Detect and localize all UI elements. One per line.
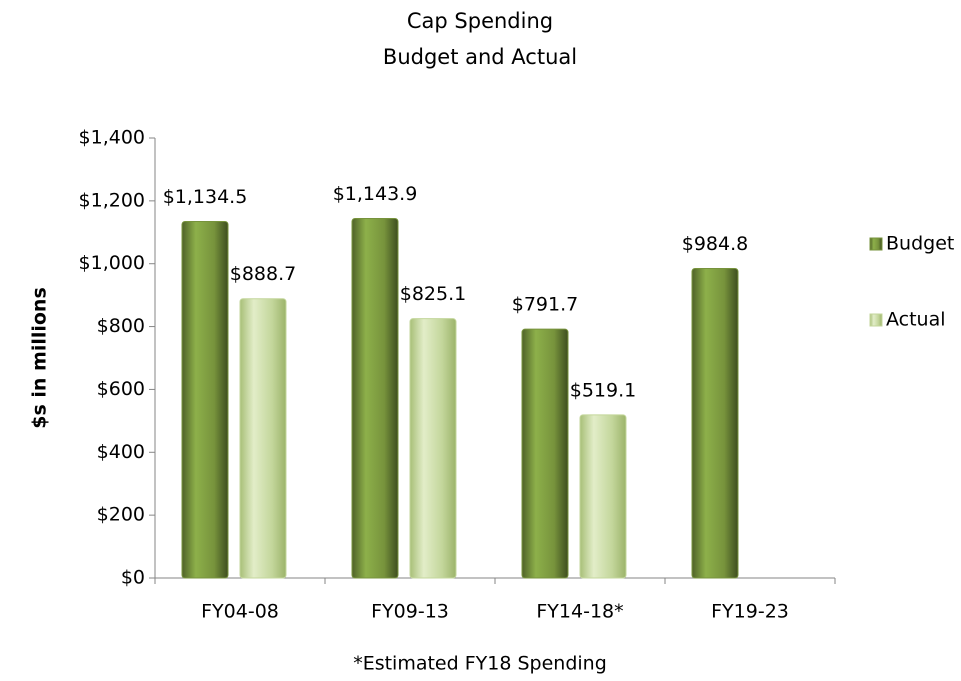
value-label: $888.7: [230, 263, 296, 285]
x-tick-label: FY04-08: [201, 601, 279, 623]
legend-swatch: [869, 313, 883, 327]
bar: [691, 267, 739, 579]
y-tick-label: $1,400: [79, 127, 145, 149]
bar: [521, 328, 569, 579]
y-tick-label: $0: [121, 567, 145, 589]
bar: [181, 220, 229, 579]
bar: [351, 217, 399, 579]
x-tick-label: FY14-18*: [536, 601, 623, 623]
y-tick-label: $400: [97, 441, 145, 463]
value-label: $984.8: [682, 233, 748, 255]
x-tick-label: FY19-23: [711, 601, 789, 623]
value-label: $519.1: [570, 379, 636, 401]
legend-label: Actual: [886, 309, 946, 331]
bar: [579, 414, 627, 579]
y-tick-label: $1,000: [79, 252, 145, 274]
y-tick-label: $1,200: [79, 189, 145, 211]
y-tick-label: $200: [97, 504, 145, 526]
legend-label: Budget: [886, 233, 954, 255]
value-label: $1,134.5: [163, 186, 248, 208]
y-tick-label: $800: [97, 315, 145, 337]
x-axis-title: *Estimated FY18 Spending: [353, 653, 607, 675]
value-label: $1,143.9: [333, 183, 418, 205]
value-label: $791.7: [512, 294, 578, 316]
x-tick-label: FY09-13: [371, 601, 449, 623]
bar: [239, 298, 287, 579]
chart-subtitle: Budget and Actual: [383, 45, 577, 69]
bar: [409, 318, 457, 579]
y-axis-title: $s in millions: [29, 287, 51, 429]
value-label: $825.1: [400, 283, 466, 305]
chart-title: Cap Spending: [407, 9, 553, 33]
legend-swatch: [869, 237, 883, 251]
y-tick-label: $600: [97, 378, 145, 400]
